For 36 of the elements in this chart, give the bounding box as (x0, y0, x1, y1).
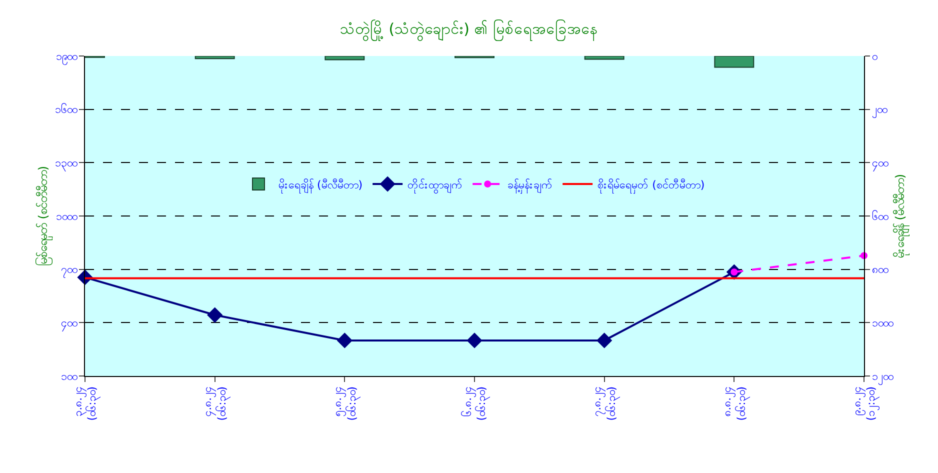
y2-axis-title: မိုးရေချိန် (မီလီမီတာ) (892, 174, 910, 258)
x-tick-label: ၇.၈.၂၄ (ဝ၆:၃၀) (590, 386, 620, 421)
y-tick-label: ၁၉၀၀ (56, 50, 77, 65)
point (596, 332, 612, 348)
legend-label: စိုးရိမ်ရေမှတ် (စင်တီမီတာ) (598, 178, 705, 194)
y2-tick-label: ၄၀၀ (872, 156, 888, 172)
y-tick-label: ၄၀၀ (60, 316, 77, 332)
y2-tick-label: ၁၀၀၀ (872, 316, 894, 330)
y2-tick-label: ၁၂၀၀ (872, 370, 894, 385)
bar (584, 56, 624, 60)
y-tick-label: ၁၀၀ (60, 370, 77, 383)
y-axis-title: မြစ်ရေမှတ် (စင်တီမီတာ) (34, 166, 53, 266)
bar (194, 56, 235, 60)
x-tick-label: ၅.၈.၂၄ (ဝ၆:၃၀) (331, 386, 360, 421)
point (207, 307, 223, 323)
point (336, 332, 352, 348)
y-tick-label: ၁၀၀၀ (56, 210, 77, 223)
x-tick-label: ၉.၈.၂၄ (၁၂:၃၀) (850, 386, 880, 421)
x-tick-label: ၆.၈.၂၄ (ဝ၆:၃၀) (460, 386, 490, 421)
legend-label: ခန့်မှန်းချက် (508, 178, 553, 194)
y2-tick-label: ၈၀၀ (872, 263, 888, 276)
y-tick-label: ၁၆၀၀ (54, 103, 77, 116)
y-tick-label: ၁၃၀၀ (54, 156, 77, 172)
chart-title: သံတွဲမြို့ (သံတွဲချောင်း) ၏ မြစ်ရေအခြေအနေ (340, 19, 598, 42)
y2-tick-label: ၆၀၀ (872, 210, 888, 223)
x-tick-label: ၈.၈.၂၄ (ဝ၆:၃၀) (720, 386, 750, 421)
y2-tick-label: ၂၀၀ (872, 103, 888, 118)
y-tick-label: ၇၀၀ (60, 263, 77, 278)
point (466, 332, 482, 348)
bar (324, 56, 365, 60)
legend-label: တိုင်းထွာချက် (408, 178, 463, 194)
y2-tick-label: ၀ (872, 50, 878, 63)
x-tick-label: ၄.၈.၂၄ (ဝ၆:၃၀) (201, 386, 231, 421)
x-tick-label: ၃.၈.၂၄ (ဝ၆:၃၀) (71, 386, 101, 421)
legend-label: မိုးရေချိန် (မီလီမီတာ) (278, 178, 363, 194)
bar (714, 56, 754, 68)
